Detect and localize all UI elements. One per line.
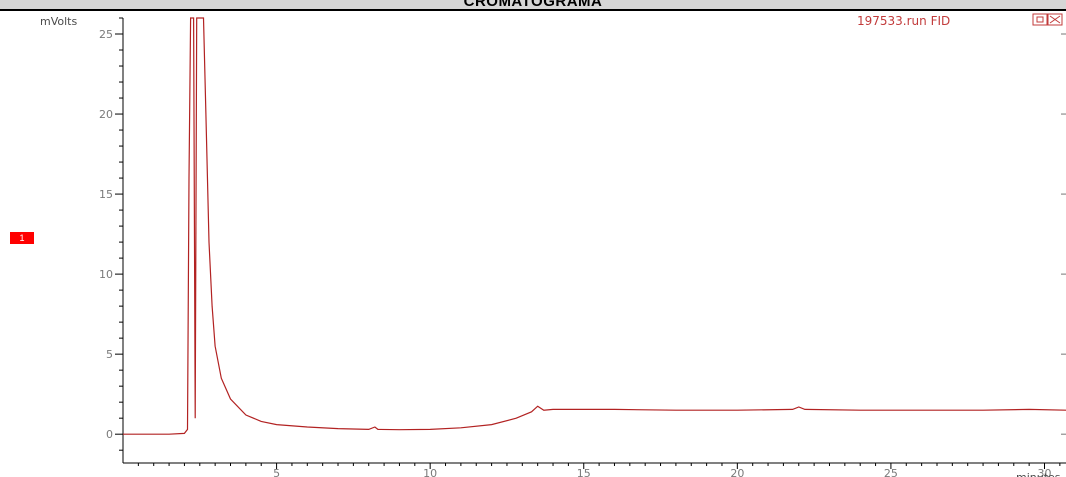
y-tick-label: 10: [99, 268, 113, 281]
chromatogram-trace: [123, 17, 1066, 435]
y-minor-ticks: [119, 17, 123, 451]
y-tick-label: 5: [106, 348, 113, 361]
restore-icon[interactable]: [1032, 13, 1048, 26]
close-icon[interactable]: [1047, 13, 1063, 26]
x-tick-labels: 5 10 15 20 25 30: [273, 463, 1051, 477]
chart-title-bar: CROMATOGRAMA: [0, 0, 1066, 11]
y-tick-label: 25: [99, 28, 113, 41]
right-edge-ticks: [1061, 33, 1066, 435]
y-tick-label: 20: [99, 108, 113, 121]
y-tick-label: 15: [99, 188, 113, 201]
x-axis-title: minutes: [1016, 471, 1061, 477]
x-tick-label: 10: [423, 467, 437, 477]
x-tick-label: 30: [1037, 467, 1051, 477]
series-run-label: 197533.run FID: [857, 14, 950, 28]
x-tick-label: 5: [273, 467, 280, 477]
x-tick-label: 15: [577, 467, 591, 477]
y-tick-label: 0: [106, 428, 113, 441]
y-tick-labels: 0 5 10 15 20 25: [99, 28, 123, 441]
peak-marker-1[interactable]: 1: [10, 232, 34, 244]
chart-title: CROMATOGRAMA: [463, 0, 603, 10]
x-minor-ticks: [137, 463, 1061, 466]
y-axis-title: mVolts: [40, 15, 77, 28]
x-tick-label: 20: [730, 467, 744, 477]
x-tick-label: 25: [884, 467, 898, 477]
